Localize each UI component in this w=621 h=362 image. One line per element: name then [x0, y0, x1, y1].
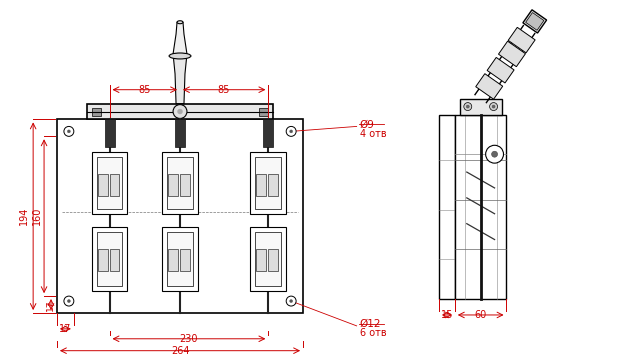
Circle shape	[286, 296, 296, 306]
Bar	[460, 98, 502, 114]
Text: 15: 15	[441, 310, 453, 320]
Circle shape	[64, 126, 74, 136]
Polygon shape	[525, 13, 544, 30]
Bar	[87, 104, 273, 119]
Circle shape	[289, 300, 292, 303]
Circle shape	[173, 105, 187, 118]
Circle shape	[464, 102, 472, 110]
Polygon shape	[523, 10, 546, 33]
Bar	[439, 114, 455, 299]
Bar	[465, 160, 497, 249]
Polygon shape	[173, 22, 187, 54]
Bar	[260, 108, 268, 117]
Circle shape	[289, 130, 292, 133]
Ellipse shape	[177, 21, 183, 24]
Bar	[263, 119, 273, 147]
Polygon shape	[173, 54, 187, 104]
Bar	[256, 174, 266, 196]
Circle shape	[466, 105, 469, 108]
Bar	[97, 174, 107, 196]
Bar	[97, 249, 107, 271]
Text: 160: 160	[32, 207, 42, 226]
Text: 17: 17	[59, 324, 71, 334]
Bar	[168, 249, 178, 271]
Circle shape	[68, 130, 70, 133]
Text: Ø12: Ø12	[360, 319, 381, 329]
Ellipse shape	[169, 53, 191, 59]
Bar	[255, 232, 281, 286]
Polygon shape	[499, 41, 525, 67]
Bar	[97, 232, 122, 286]
Bar	[162, 227, 198, 291]
Bar	[250, 227, 286, 291]
Circle shape	[489, 102, 497, 110]
Text: 85: 85	[217, 85, 230, 95]
Bar	[109, 249, 119, 271]
Circle shape	[492, 151, 497, 157]
Circle shape	[178, 109, 183, 114]
Bar	[168, 174, 178, 196]
Bar	[162, 152, 198, 214]
Bar	[92, 227, 127, 291]
Bar	[180, 249, 190, 271]
Bar	[268, 174, 278, 196]
Polygon shape	[487, 58, 514, 83]
Text: Ø9: Ø9	[360, 119, 374, 130]
Bar	[250, 152, 286, 214]
Text: 6 отв: 6 отв	[360, 328, 386, 338]
Bar	[167, 157, 193, 209]
Circle shape	[492, 105, 495, 108]
Bar	[180, 174, 190, 196]
Bar	[455, 114, 507, 299]
Polygon shape	[476, 74, 503, 99]
Text: 60: 60	[474, 310, 487, 320]
Text: 85: 85	[138, 85, 150, 95]
Bar	[92, 108, 101, 117]
Text: 230: 230	[179, 334, 198, 344]
Text: 4 отв: 4 отв	[360, 129, 386, 139]
Bar	[97, 157, 122, 209]
Circle shape	[68, 300, 70, 303]
Circle shape	[486, 145, 504, 163]
Bar	[255, 157, 281, 209]
Bar	[268, 249, 278, 271]
Circle shape	[286, 126, 296, 136]
Bar	[92, 152, 127, 214]
Bar	[167, 232, 193, 286]
Polygon shape	[508, 28, 535, 53]
Circle shape	[64, 296, 74, 306]
Bar	[57, 119, 303, 313]
Bar	[109, 174, 119, 196]
Bar	[256, 249, 266, 271]
Text: 17: 17	[45, 299, 55, 311]
Bar	[104, 119, 114, 147]
Text: 264: 264	[171, 346, 189, 356]
Bar	[175, 119, 185, 147]
Text: 194: 194	[19, 207, 29, 226]
